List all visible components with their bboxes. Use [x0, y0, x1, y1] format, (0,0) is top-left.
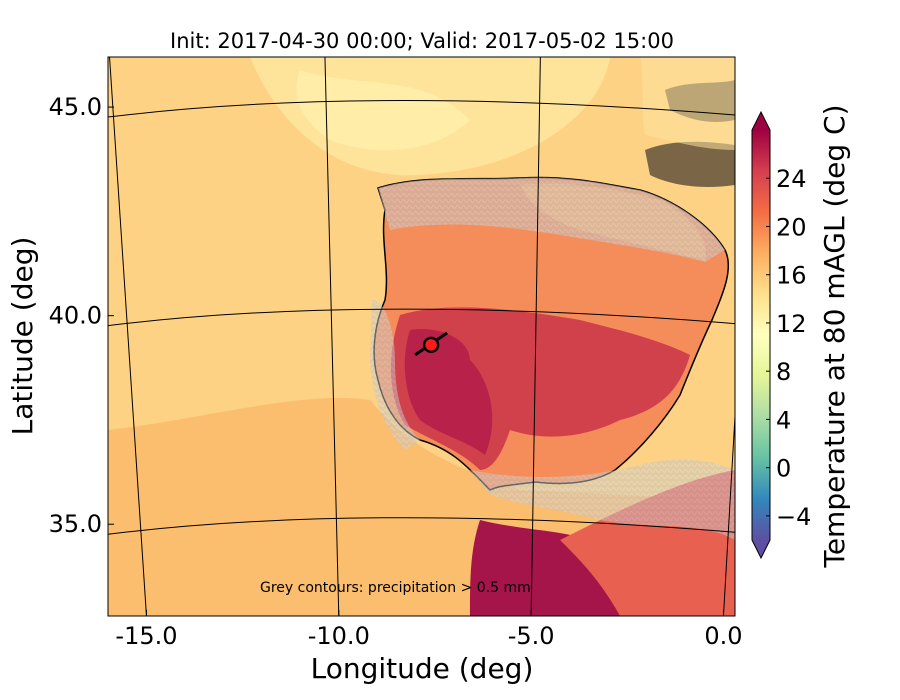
colorbar-top-extend — [752, 112, 770, 130]
colorbar-tick-label-6: 20 — [776, 213, 807, 241]
colorbar-tick-label-2: 4 — [776, 406, 791, 434]
colorbar-tick-label-0: −4 — [776, 503, 811, 531]
colorbar-outline — [751, 110, 771, 560]
map-frame — [107, 56, 736, 617]
graticule-lines — [108, 57, 735, 616]
colorbar-tick-label-1: 0 — [776, 455, 791, 483]
colorbar: −4 0 4 8 12 16 20 24 — [751, 110, 811, 560]
meridian-line-3 — [722, 407, 735, 616]
x-axis-label: Longitude (deg) — [311, 652, 534, 685]
x-tick-label-2: -5.0 — [508, 622, 555, 650]
x-tick-label-3: 0.0 — [704, 622, 742, 650]
colorbar-tick-label-5: 16 — [776, 262, 807, 290]
x-tick-label-0: -15.0 — [115, 622, 177, 650]
colorbar-tick-label-7: 24 — [776, 165, 807, 193]
y-tick-label-2: 45.0 — [49, 93, 102, 121]
x-axis-ticks: -15.0 -10.0 -5.0 0.0 — [115, 610, 743, 650]
france-land — [640, 57, 735, 150]
colorbar-fill — [752, 130, 770, 540]
hottest-region — [404, 329, 493, 455]
y-axis-ticks: 35.0 40.0 45.0 — [49, 93, 114, 538]
colorbar-tick-label-4: 12 — [776, 310, 807, 338]
chart-title: Init: 2017-04-30 00:00; Valid: 2017-05-0… — [170, 29, 674, 53]
location-marker-group — [414, 331, 448, 357]
parallel-line-0 — [108, 517, 735, 535]
meridian-line-1 — [324, 57, 340, 616]
colorbar-ticks: −4 0 4 8 12 16 20 24 — [766, 165, 811, 531]
meridian-line-0 — [109, 57, 147, 616]
y-tick-label-1: 40.0 — [49, 302, 102, 330]
x-tick-label-1: -10.0 — [308, 622, 370, 650]
colorbar-label: Temperature at 80 mAGL (deg C) — [818, 104, 851, 568]
parallel-line-1 — [108, 308, 735, 327]
colorbar-tick-label-3: 8 — [776, 358, 791, 386]
colorbar-bottom-extend — [752, 540, 770, 558]
meridian-line-2 — [530, 57, 541, 616]
precipitation-contours-iberia — [378, 177, 725, 262]
precipitation-note: Grey contours: precipitation > 0.5 mm — [260, 580, 531, 596]
y-tick-label-0: 35.0 — [49, 510, 102, 538]
africa-hot-region — [470, 520, 650, 616]
parallel-line-2 — [108, 100, 735, 118]
bay-of-biscay-cool — [296, 70, 470, 151]
precipitation-contours-south — [470, 459, 735, 540]
map-area: Grey contours: precipitation > 0.5 mm — [108, 57, 735, 616]
pyrenees-cold-patch — [645, 141, 735, 187]
y-axis-label: Latitude (deg) — [6, 237, 39, 436]
precipitation-contours-west — [370, 300, 420, 450]
location-marker — [422, 336, 440, 354]
